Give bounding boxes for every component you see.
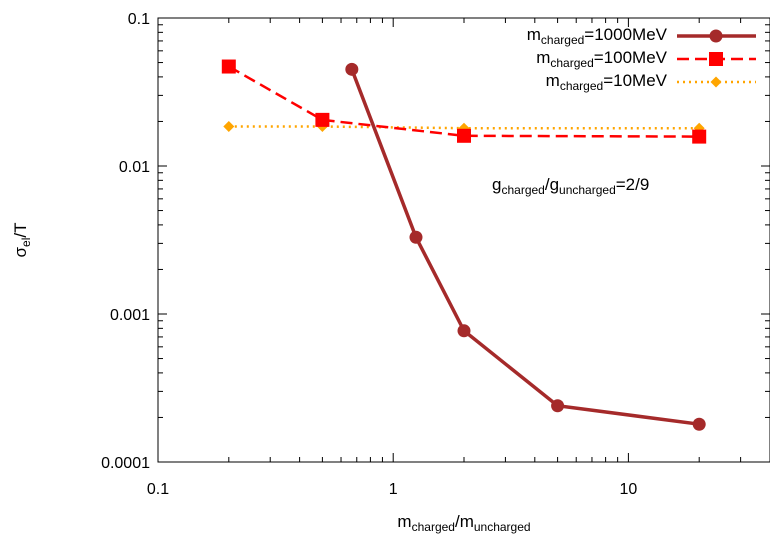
- data-point-1000mev: [551, 399, 565, 413]
- coupling-annotation: gcharged/guncharged=2/9: [492, 175, 649, 197]
- data-point-100mev: [692, 129, 707, 144]
- x-tick-label: 10: [619, 481, 637, 498]
- axis-ticks: 0.1 0.01 0.001 0.0001 0.1 1 10: [101, 11, 770, 498]
- legend-label-1000mev: mcharged=1000MeV: [527, 25, 668, 47]
- legend-marker-10mev: [710, 76, 722, 88]
- plot-frame: [157, 17, 770, 463]
- y-tick-label: 0.1: [128, 11, 150, 28]
- series-lines: [228, 65, 700, 426]
- x-axis-label: mcharged/muncharged: [397, 512, 530, 534]
- legend-label-100mev: mcharged=100MeV: [536, 48, 667, 70]
- legend-marker-1000mev: [709, 29, 723, 43]
- data-point-100mev: [221, 59, 236, 74]
- legend-marker-100mev: [709, 52, 723, 66]
- y-tick-label: 0.01: [119, 159, 150, 176]
- series-line-100mev: [228, 65, 700, 138]
- data-point-10mev: [223, 120, 235, 132]
- legend-keys: [677, 29, 756, 88]
- y-axis-label: σel/T: [11, 223, 33, 258]
- data-point-1000mev: [345, 62, 359, 76]
- data-point-1000mev: [409, 230, 423, 244]
- x-tick-label: 0.1: [147, 481, 169, 498]
- y-tick-label: 0.0001: [101, 455, 150, 472]
- series-line-1000mev: [350, 68, 700, 426]
- data-point-100mev: [315, 112, 330, 127]
- data-point-1000mev: [457, 324, 471, 338]
- y-tick-label: 0.001: [110, 307, 150, 324]
- legend: mcharged=1000MeV mcharged=100MeV mcharge…: [527, 25, 756, 93]
- data-point-100mev: [457, 128, 471, 143]
- series-markers: [221, 59, 707, 431]
- x-tick-label: 1: [389, 481, 398, 498]
- legend-label-10mev: mcharged=10MeV: [546, 71, 668, 93]
- data-point-1000mev: [692, 417, 706, 431]
